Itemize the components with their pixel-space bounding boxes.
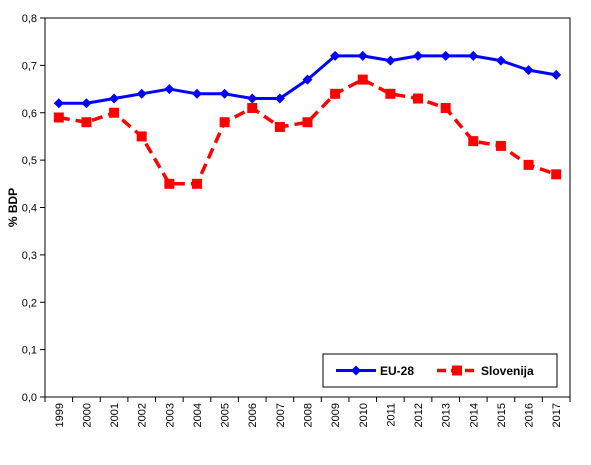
x-tick-label: 2017 (551, 403, 563, 427)
x-tick-label: 2013 (441, 403, 453, 427)
data-point-square (385, 88, 396, 99)
x-tick-label: 2010 (358, 403, 370, 427)
plot-area-group: 0,0 0,1 0,2 0,3 0,4 0,5 0,6 0,7 0,8 1999 2000 2001… (22, 13, 571, 427)
data-point-diamond (302, 74, 313, 85)
legend: EU-28 Slovenija (322, 353, 558, 388)
y-axis-ticks: 0,0 0,1 0,2 0,3 0,4 0,5 0,6 0,7 0,8 (22, 13, 45, 404)
series-layer (53, 50, 562, 189)
y-tick-label: 0,3 (22, 250, 37, 262)
y-tick-label: 0,1 (22, 345, 37, 357)
data-point-square (81, 117, 92, 128)
data-point-diamond (440, 50, 451, 61)
x-tick-label: 2003 (164, 403, 176, 427)
data-point-diamond (523, 65, 534, 76)
x-tick-label: 2012 (413, 403, 425, 427)
data-point-square (219, 117, 230, 128)
y-tick-label: 0,7 (22, 60, 37, 72)
legend-label: EU-28 (380, 364, 414, 378)
x-tick-label: 2015 (496, 403, 508, 427)
data-point-square (523, 159, 534, 170)
x-tick-label: 2007 (275, 403, 287, 427)
data-point-square (191, 178, 202, 189)
data-point-diamond (385, 55, 396, 66)
data-point-square (247, 103, 258, 114)
data-point-square (136, 131, 147, 142)
x-tick-label: 2000 (81, 403, 93, 427)
data-point-diamond (413, 50, 424, 61)
x-tick-label: 2009 (330, 403, 342, 427)
data-point-square (495, 140, 506, 151)
data-point-square (330, 88, 341, 99)
data-point-diamond (247, 93, 258, 104)
data-point-square (468, 136, 479, 147)
y-tick-label: 0,4 (22, 203, 37, 215)
y-tick-label: 0,8 (22, 13, 37, 25)
x-tick-label: 2006 (247, 403, 259, 427)
legend-marker-square (452, 365, 462, 376)
data-point-diamond (81, 98, 92, 109)
x-tick-label: 2005 (220, 403, 232, 427)
data-point-square (551, 169, 562, 180)
x-tick-label: 2014 (468, 403, 480, 427)
data-point-diamond (191, 88, 202, 99)
x-tick-label: 2001 (109, 403, 121, 427)
legend-marker-diamond (351, 365, 361, 376)
data-point-square (53, 112, 64, 123)
x-tick-label: 2008 (303, 403, 315, 427)
y-tick-label: 0,2 (22, 297, 37, 309)
data-point-diamond (274, 93, 285, 104)
x-tick-label: 1999 (54, 403, 66, 427)
y-tick-label: 0,6 (22, 108, 37, 120)
x-tick-label: 2002 (137, 403, 149, 427)
data-point-diamond (468, 50, 479, 61)
x-axis-ticks: 1999 2000 2001 2002 2003 2004 2005 2006 2007 2008… (44, 397, 571, 427)
data-point-square (357, 74, 368, 85)
data-point-square (302, 117, 313, 128)
data-point-square (109, 107, 120, 118)
y-tick-label: 0,0 (22, 392, 37, 404)
data-point-diamond (136, 88, 147, 99)
data-point-diamond (357, 50, 368, 61)
data-point-diamond (551, 69, 562, 80)
data-point-diamond (109, 93, 120, 104)
x-tick-label: 2011 (385, 403, 397, 427)
legend-label: Slovenija (481, 364, 534, 378)
data-point-diamond (330, 50, 341, 61)
legend-items: EU-28 Slovenija (336, 364, 534, 378)
data-point-diamond (495, 55, 506, 66)
x-tick-label: 2004 (192, 403, 204, 427)
data-point-square (440, 103, 451, 114)
y-axis-title: % BDP (6, 188, 20, 227)
data-point-square (164, 178, 175, 189)
y-tick-label: 0,5 (22, 155, 37, 167)
data-point-diamond (219, 88, 230, 99)
data-point-square (274, 121, 285, 132)
data-point-diamond (53, 98, 64, 109)
x-tick-label: 2016 (524, 403, 536, 427)
data-point-diamond (164, 84, 175, 95)
data-point-square (413, 93, 424, 104)
